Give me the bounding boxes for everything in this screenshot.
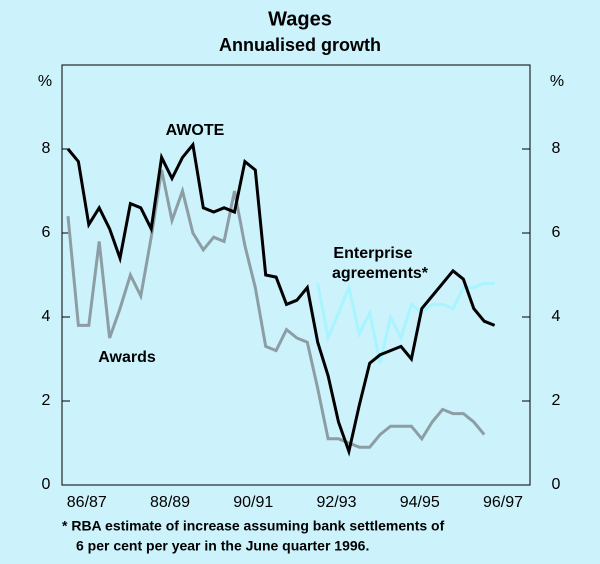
x-tick-label: 86/87 — [67, 494, 107, 511]
y-tick-label: 6 — [42, 224, 51, 241]
series-label: AWOTE — [166, 122, 225, 139]
x-tick-label: 94/95 — [400, 494, 440, 511]
x-tick-label: 88/89 — [150, 494, 190, 511]
y-tick-label-right: 8 — [552, 140, 561, 157]
y-tick-label: 8 — [42, 140, 51, 157]
x-tick-label: 92/93 — [317, 494, 357, 511]
series-label: agreements* — [332, 265, 429, 282]
series-label: Enterprise — [333, 245, 412, 262]
y-tick-label-right: 2 — [552, 392, 561, 409]
x-tick-label: 90/91 — [233, 494, 273, 511]
y-tick-label-right: 0 — [552, 476, 561, 493]
y-unit-right: % — [550, 73, 564, 90]
plot-frame — [61, 64, 531, 486]
chart-title: Wages — [268, 8, 332, 30]
y-tick-label-right: 6 — [552, 224, 561, 241]
y-tick-label: 4 — [42, 308, 51, 325]
footnote: 6 per cent per year in the June quarter … — [76, 538, 369, 554]
series-line — [66, 141, 496, 457]
y-tick-label: 0 — [42, 476, 51, 493]
series-line — [66, 169, 486, 449]
series-label: Awards — [98, 349, 156, 366]
x-tick-label: 96/97 — [483, 494, 523, 511]
chart-subtitle: Annualised growth — [219, 35, 381, 55]
y-tick-label: 2 — [42, 392, 51, 409]
y-unit-left: % — [38, 73, 52, 90]
footnote: * RBA estimate of increase assuming bank… — [62, 518, 445, 534]
y-tick-label-right: 4 — [552, 308, 561, 325]
